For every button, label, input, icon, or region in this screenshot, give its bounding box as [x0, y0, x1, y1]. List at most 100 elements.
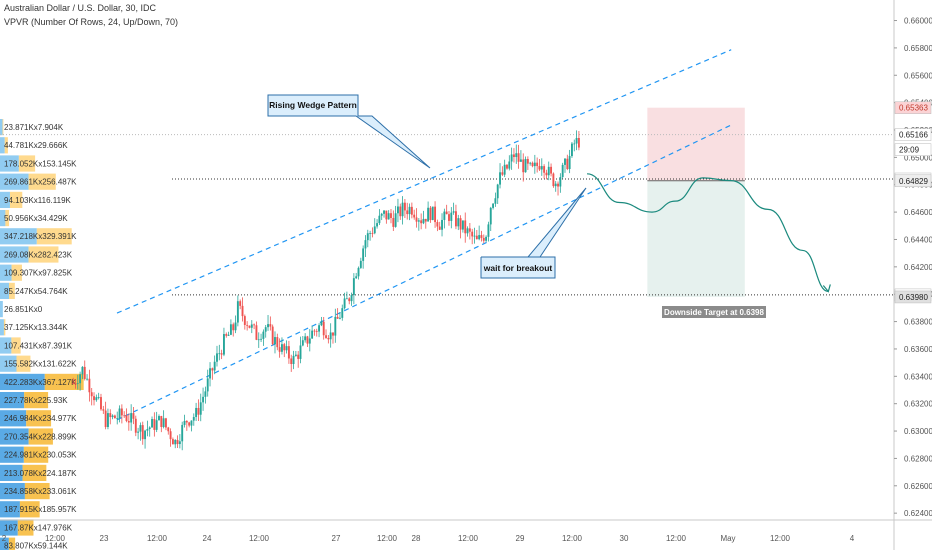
vp-row-label: 94.103Kx116.119K [4, 196, 72, 205]
chart-title: Australian Dollar / U.S. Dollar, 30, IDC [4, 3, 157, 13]
candle-body [325, 335, 327, 338]
candle-body [441, 219, 443, 230]
candle-body [385, 210, 388, 220]
vp-up-bar [0, 483, 25, 500]
candle-body [434, 206, 437, 223]
y-tick-label: 0.64600 [904, 208, 932, 217]
candle-body [311, 330, 314, 339]
candle-body [155, 420, 158, 430]
candle-body [274, 337, 276, 345]
candle-body [253, 324, 256, 326]
vp-up-bar [0, 355, 17, 372]
wedge-line-upper [116, 49, 732, 314]
vp-up-bar [0, 464, 23, 481]
level-lines [0, 134, 894, 296]
candle-body [343, 298, 346, 309]
vp-up-bar [0, 155, 19, 172]
vp-down-bar [24, 392, 49, 409]
wedge-line-lower [116, 124, 732, 421]
vp-row-label: 23.871Kx7.904K [4, 123, 64, 132]
y-tick-label: 0.64400 [904, 235, 932, 244]
candle-body [422, 218, 425, 224]
candle-body [315, 331, 318, 332]
vp-row-label: 85.247Kx54.764K [4, 287, 68, 296]
candle-body [329, 332, 332, 340]
candle-body [86, 378, 89, 380]
projection-layer [586, 173, 831, 293]
candle-body [192, 416, 195, 421]
candle-body [174, 439, 177, 445]
candle-body [120, 408, 123, 416]
candle-body [359, 260, 362, 268]
candle-body [169, 431, 172, 440]
price-label-text: 0.65363 [899, 104, 928, 113]
vp-row-label: 269.08Kx282.423K [4, 250, 73, 259]
y-tick-label: 0.65800 [904, 44, 932, 53]
candle-body [281, 344, 283, 352]
candle-body [165, 418, 167, 428]
vp-down-bar [18, 155, 36, 172]
vp-row-label: 234.858Kx233.061K [4, 487, 77, 496]
vp-up-bar [0, 501, 20, 518]
candle-body [557, 183, 559, 187]
vp-down-bar [23, 446, 49, 463]
target-label-text: Downside Target at 0.6398 [664, 308, 764, 317]
candle-body [276, 337, 279, 348]
vp-row-label: 178.052Kx153.145K [4, 159, 77, 168]
vp-down-bar [4, 137, 8, 154]
vp-up-bar [0, 282, 10, 299]
candle-body [176, 439, 179, 445]
candle-body [239, 301, 242, 306]
y-tick-label: 0.63800 [904, 318, 932, 327]
candle-body [513, 154, 515, 158]
candle-body [529, 162, 532, 164]
candle-body [366, 233, 369, 241]
candle-body [141, 425, 144, 440]
candle-body [178, 441, 181, 445]
candle-body [283, 344, 286, 351]
candle-body [250, 324, 253, 328]
candle-body [206, 378, 209, 392]
y-tick-label: 0.62400 [904, 509, 932, 518]
candle-body [202, 396, 205, 403]
candle-body [113, 415, 116, 419]
vp-row-label: 155.582Kx131.622K [4, 360, 77, 369]
candle-body [536, 162, 539, 167]
callout-wedge-text: Rising Wedge Pattern [269, 100, 357, 110]
candle-body [380, 213, 383, 216]
x-tick-label: 12:00 [562, 534, 583, 543]
volume-profile: 23.871Kx7.904K 44.781Kx29.666K 178.052Kx15… [0, 119, 84, 554]
vp-down-bar [28, 428, 53, 445]
candle-body [468, 228, 471, 232]
candle-body [236, 301, 239, 323]
vp-up-bar [0, 319, 4, 336]
y-tick-label: 0.62800 [904, 454, 932, 463]
x-tick-label: 12:00 [249, 534, 270, 543]
candle-body [318, 325, 321, 332]
candle-body [322, 321, 325, 336]
price-label-text: 0.65166 [899, 131, 928, 140]
candle-body [577, 137, 580, 148]
candle-body [130, 413, 133, 423]
candle-body [151, 419, 153, 428]
candle-body [373, 226, 376, 234]
vp-down-bar [36, 228, 72, 245]
candle-body [104, 410, 107, 428]
projection-arrowhead [822, 284, 831, 293]
x-tick-label: 12:00 [458, 534, 479, 543]
y-tick-label: 0.63400 [904, 372, 932, 381]
vp-row-label: 347.218Kx329.391K [4, 232, 77, 241]
candle-body [304, 336, 307, 341]
candle-body [255, 325, 258, 340]
candle-body [406, 210, 409, 215]
candle-body [216, 353, 218, 362]
candle-body [531, 162, 534, 167]
vp-up-bar [0, 446, 24, 463]
wedge-lines [116, 49, 732, 421]
vp-row-label: 26.851Kx0 [4, 305, 43, 314]
vp-down-bar [19, 501, 40, 518]
candle-body [83, 366, 86, 379]
candle-body [448, 214, 450, 221]
